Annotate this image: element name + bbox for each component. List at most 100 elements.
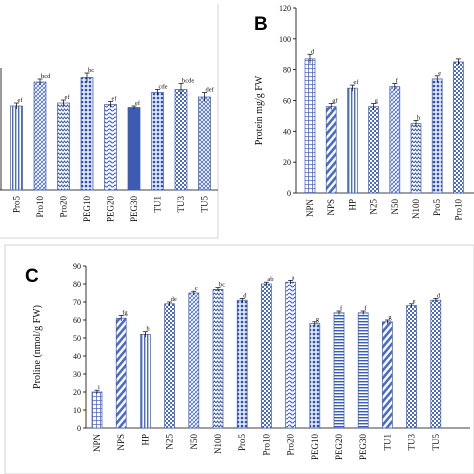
y-tick-label: 0 [287, 189, 291, 198]
y-tick-label: 90 [73, 262, 81, 271]
bar [198, 96, 211, 191]
bar [188, 292, 200, 429]
panel-a: ef Pro5 bcd Pro10 ef Pro20 bc PEG10 ef PEG20 ef PEG… [0, 4, 219, 239]
bar [57, 102, 70, 191]
significance-letter: h [417, 115, 421, 122]
x-tick-label: Pro20 [286, 434, 296, 456]
bar [410, 123, 422, 194]
significance-letter: d [243, 292, 247, 299]
y-tick-label: 40 [73, 352, 81, 361]
bar [33, 81, 47, 191]
bar [347, 87, 358, 194]
bar [430, 299, 442, 429]
x-tick-label: Pro20 [59, 196, 69, 218]
bar [236, 299, 248, 429]
x-tick-label: Pro5 [432, 199, 442, 217]
bar [91, 391, 103, 429]
y-tick-label: 20 [73, 388, 81, 397]
x-tick-label: TU3 [407, 434, 417, 451]
y-tick-label: 80 [283, 66, 291, 75]
significance-letter: c [195, 285, 198, 292]
y-axis-label: Protein mg/g FW [254, 75, 265, 145]
x-tick-label: TU5 [200, 196, 210, 213]
x-tick-label: Pro10 [35, 196, 45, 218]
x-tick-label: N100 [411, 199, 421, 219]
y-tick-label: 50 [73, 334, 81, 343]
x-tick-label: TU3 [176, 196, 186, 213]
significance-letter: def [206, 87, 215, 94]
bar [453, 61, 464, 194]
significance-letter: bcde [182, 78, 194, 85]
significance-letter: bc [88, 67, 94, 74]
x-tick-label: N50 [390, 199, 400, 215]
significance-letter: e [438, 70, 441, 77]
x-tick-label: TU5 [431, 434, 441, 451]
panel-letter: C [25, 266, 39, 287]
significance-letter: cde [159, 84, 168, 91]
x-tick-label: PEG10 [82, 196, 92, 223]
significance-letter: ef [135, 100, 141, 107]
significance-letter: h [146, 326, 150, 333]
significance-letter: bcd [41, 73, 51, 80]
bar [382, 321, 393, 429]
x-tick-label: PEG30 [129, 196, 139, 223]
significance-letter: f [396, 78, 399, 85]
x-tick-label: NPS [116, 434, 126, 451]
bar [368, 106, 379, 194]
y-tick-label: 40 [283, 127, 291, 136]
significance-letter: g [316, 316, 320, 323]
significance-letter: ef [112, 96, 118, 103]
bar [140, 334, 151, 429]
panel-letter: B [254, 14, 268, 35]
bar [333, 312, 345, 429]
y-tick-label: 100 [279, 35, 291, 44]
y-tick-label: 70 [73, 298, 81, 307]
significance-letter: g [388, 314, 392, 321]
bar [304, 58, 316, 194]
panel-frame [4, 244, 474, 474]
bar [309, 323, 321, 429]
significance-letter: ef [353, 79, 359, 86]
y-tick-label: 30 [73, 370, 81, 379]
x-tick-label: HP [347, 199, 357, 211]
significance-letter: d [311, 48, 315, 55]
bar [10, 105, 23, 191]
significance-letter: ef [18, 97, 24, 104]
x-tick-label: PEG10 [310, 434, 320, 461]
bar [115, 317, 127, 429]
x-tick-label: TU1 [153, 196, 163, 213]
panel-c: C 0 10 20 30 40 50 60 70 80 90 Proline (nmol/g FW) i… [4, 244, 474, 474]
x-tick-label: N25 [369, 199, 379, 215]
significance-letter: a [292, 274, 295, 281]
x-tick-label: NPN [92, 434, 102, 453]
x-tick-label: Pro5 [12, 196, 22, 214]
bar [431, 78, 443, 194]
significance-letter: i [98, 384, 100, 391]
significance-letter: f [364, 305, 367, 312]
bar [261, 283, 272, 429]
significance-letter: f [340, 305, 343, 312]
bar [357, 312, 369, 429]
significance-letter: g [375, 98, 379, 105]
significance-letter: fg [122, 310, 128, 317]
y-tick-label: 20 [283, 158, 291, 167]
y-tick-label: 10 [73, 406, 81, 415]
bar [151, 92, 164, 191]
y-axis-label: Proline (nmol/g FW) [32, 305, 43, 389]
significance-letter: gf [332, 98, 338, 105]
x-tick-label: NPN [305, 199, 315, 218]
bar [285, 281, 296, 429]
bar [104, 104, 117, 191]
bar [389, 86, 401, 194]
y-tick-label: 60 [283, 97, 291, 106]
x-tick-label: N25 [165, 434, 175, 450]
x-tick-label: Pro10 [453, 199, 463, 221]
significance-letter: de [171, 296, 177, 303]
bar [325, 106, 337, 194]
x-tick-label: HP [140, 434, 150, 446]
bar [406, 305, 417, 429]
bar [127, 107, 141, 191]
bar [174, 89, 188, 191]
